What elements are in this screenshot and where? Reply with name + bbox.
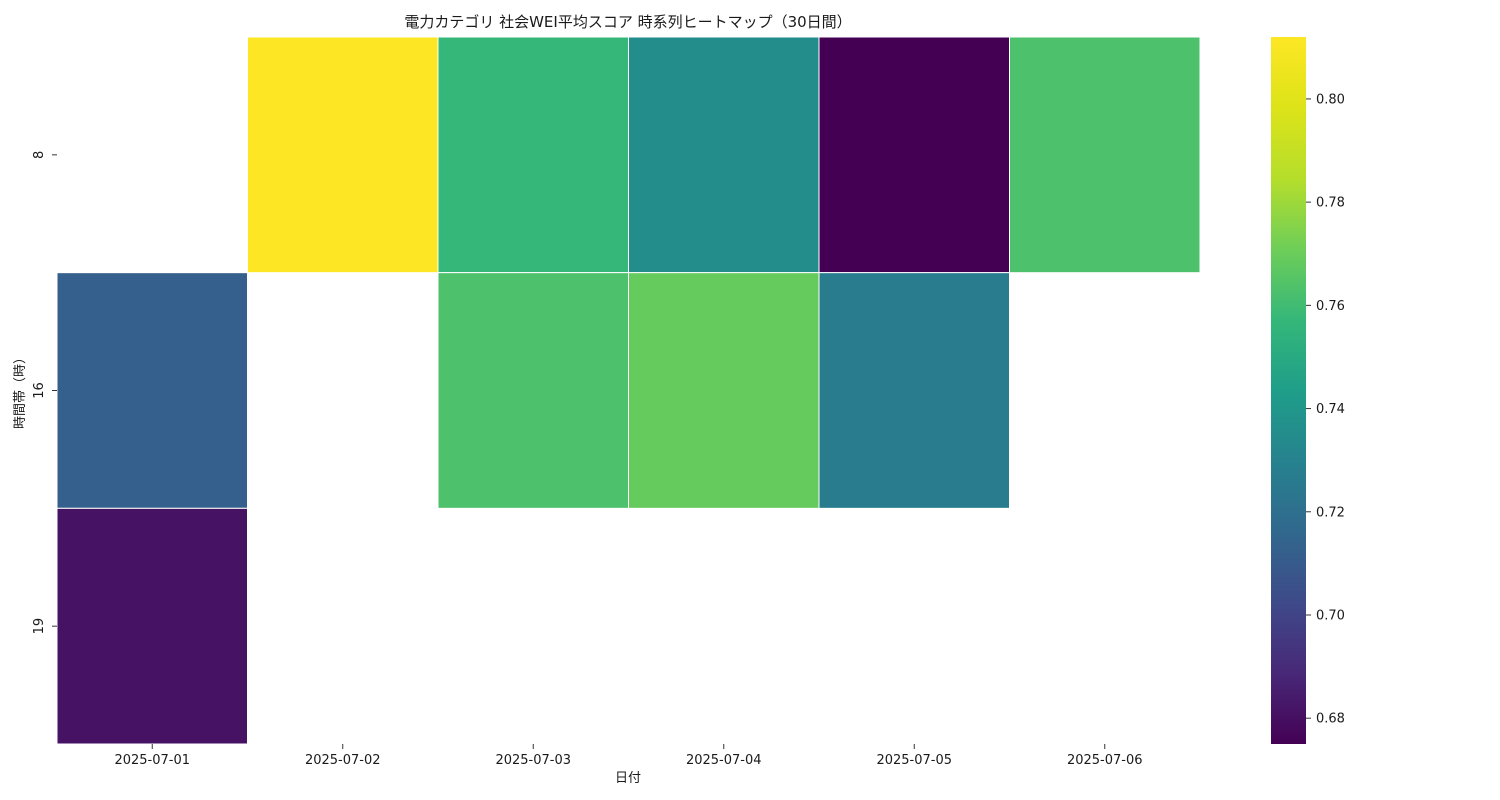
- x-tick-label: 2025-07-04: [686, 753, 762, 768]
- y-tick-label: 19: [32, 618, 47, 635]
- heatmap-cell: [628, 272, 820, 509]
- y-axis-ticks: 8 16 19: [32, 151, 57, 635]
- heatmap-cell: [818, 36, 1010, 274]
- colorbar-tick-label: 0.72: [1316, 505, 1345, 520]
- heatmap-cell: [437, 36, 629, 274]
- heatmap-cell: [1009, 36, 1201, 274]
- chart-title: 電力カテゴリ 社会WEI平均スコア 時系列ヒートマップ（30日間）: [404, 13, 851, 31]
- colorbar-tick-label: 0.68: [1316, 712, 1345, 727]
- x-tick-label: 2025-07-03: [495, 753, 571, 768]
- x-tick-label: 2025-07-02: [305, 753, 381, 768]
- colorbar-tick-label: 0.76: [1316, 299, 1345, 314]
- heatmap-cell: [437, 272, 629, 509]
- x-tick-label: 2025-07-05: [876, 753, 952, 768]
- heatmap-cells: [56, 36, 1201, 745]
- colorbar-tick-label: 0.78: [1316, 196, 1345, 211]
- heatmap-cell: [56, 507, 248, 745]
- y-tick-label: 16: [32, 382, 47, 399]
- colorbar-tick-label: 0.70: [1316, 608, 1345, 623]
- heatmap-cell: [628, 36, 820, 274]
- colorbar: [1271, 37, 1306, 744]
- heatmap-cell: [247, 36, 439, 274]
- y-tick-label: 8: [32, 151, 47, 159]
- x-axis-ticks: 2025-07-01 2025-07-02 2025-07-03 2025-07-04…: [114, 744, 1143, 768]
- heatmap-cell: [818, 272, 1010, 509]
- y-axis-label: 時間帯（時）: [13, 351, 28, 429]
- x-tick-label: 2025-07-06: [1067, 753, 1143, 768]
- x-tick-label: 2025-07-01: [114, 753, 190, 768]
- heatmap-cell: [56, 272, 248, 509]
- colorbar-ticks: 0.68 0.70 0.72 0.74 0.76 0.78 0.80: [1306, 92, 1345, 727]
- colorbar-tick-label: 0.80: [1316, 92, 1345, 107]
- x-axis-label: 日付: [615, 771, 641, 786]
- colorbar-tick-label: 0.74: [1316, 402, 1345, 417]
